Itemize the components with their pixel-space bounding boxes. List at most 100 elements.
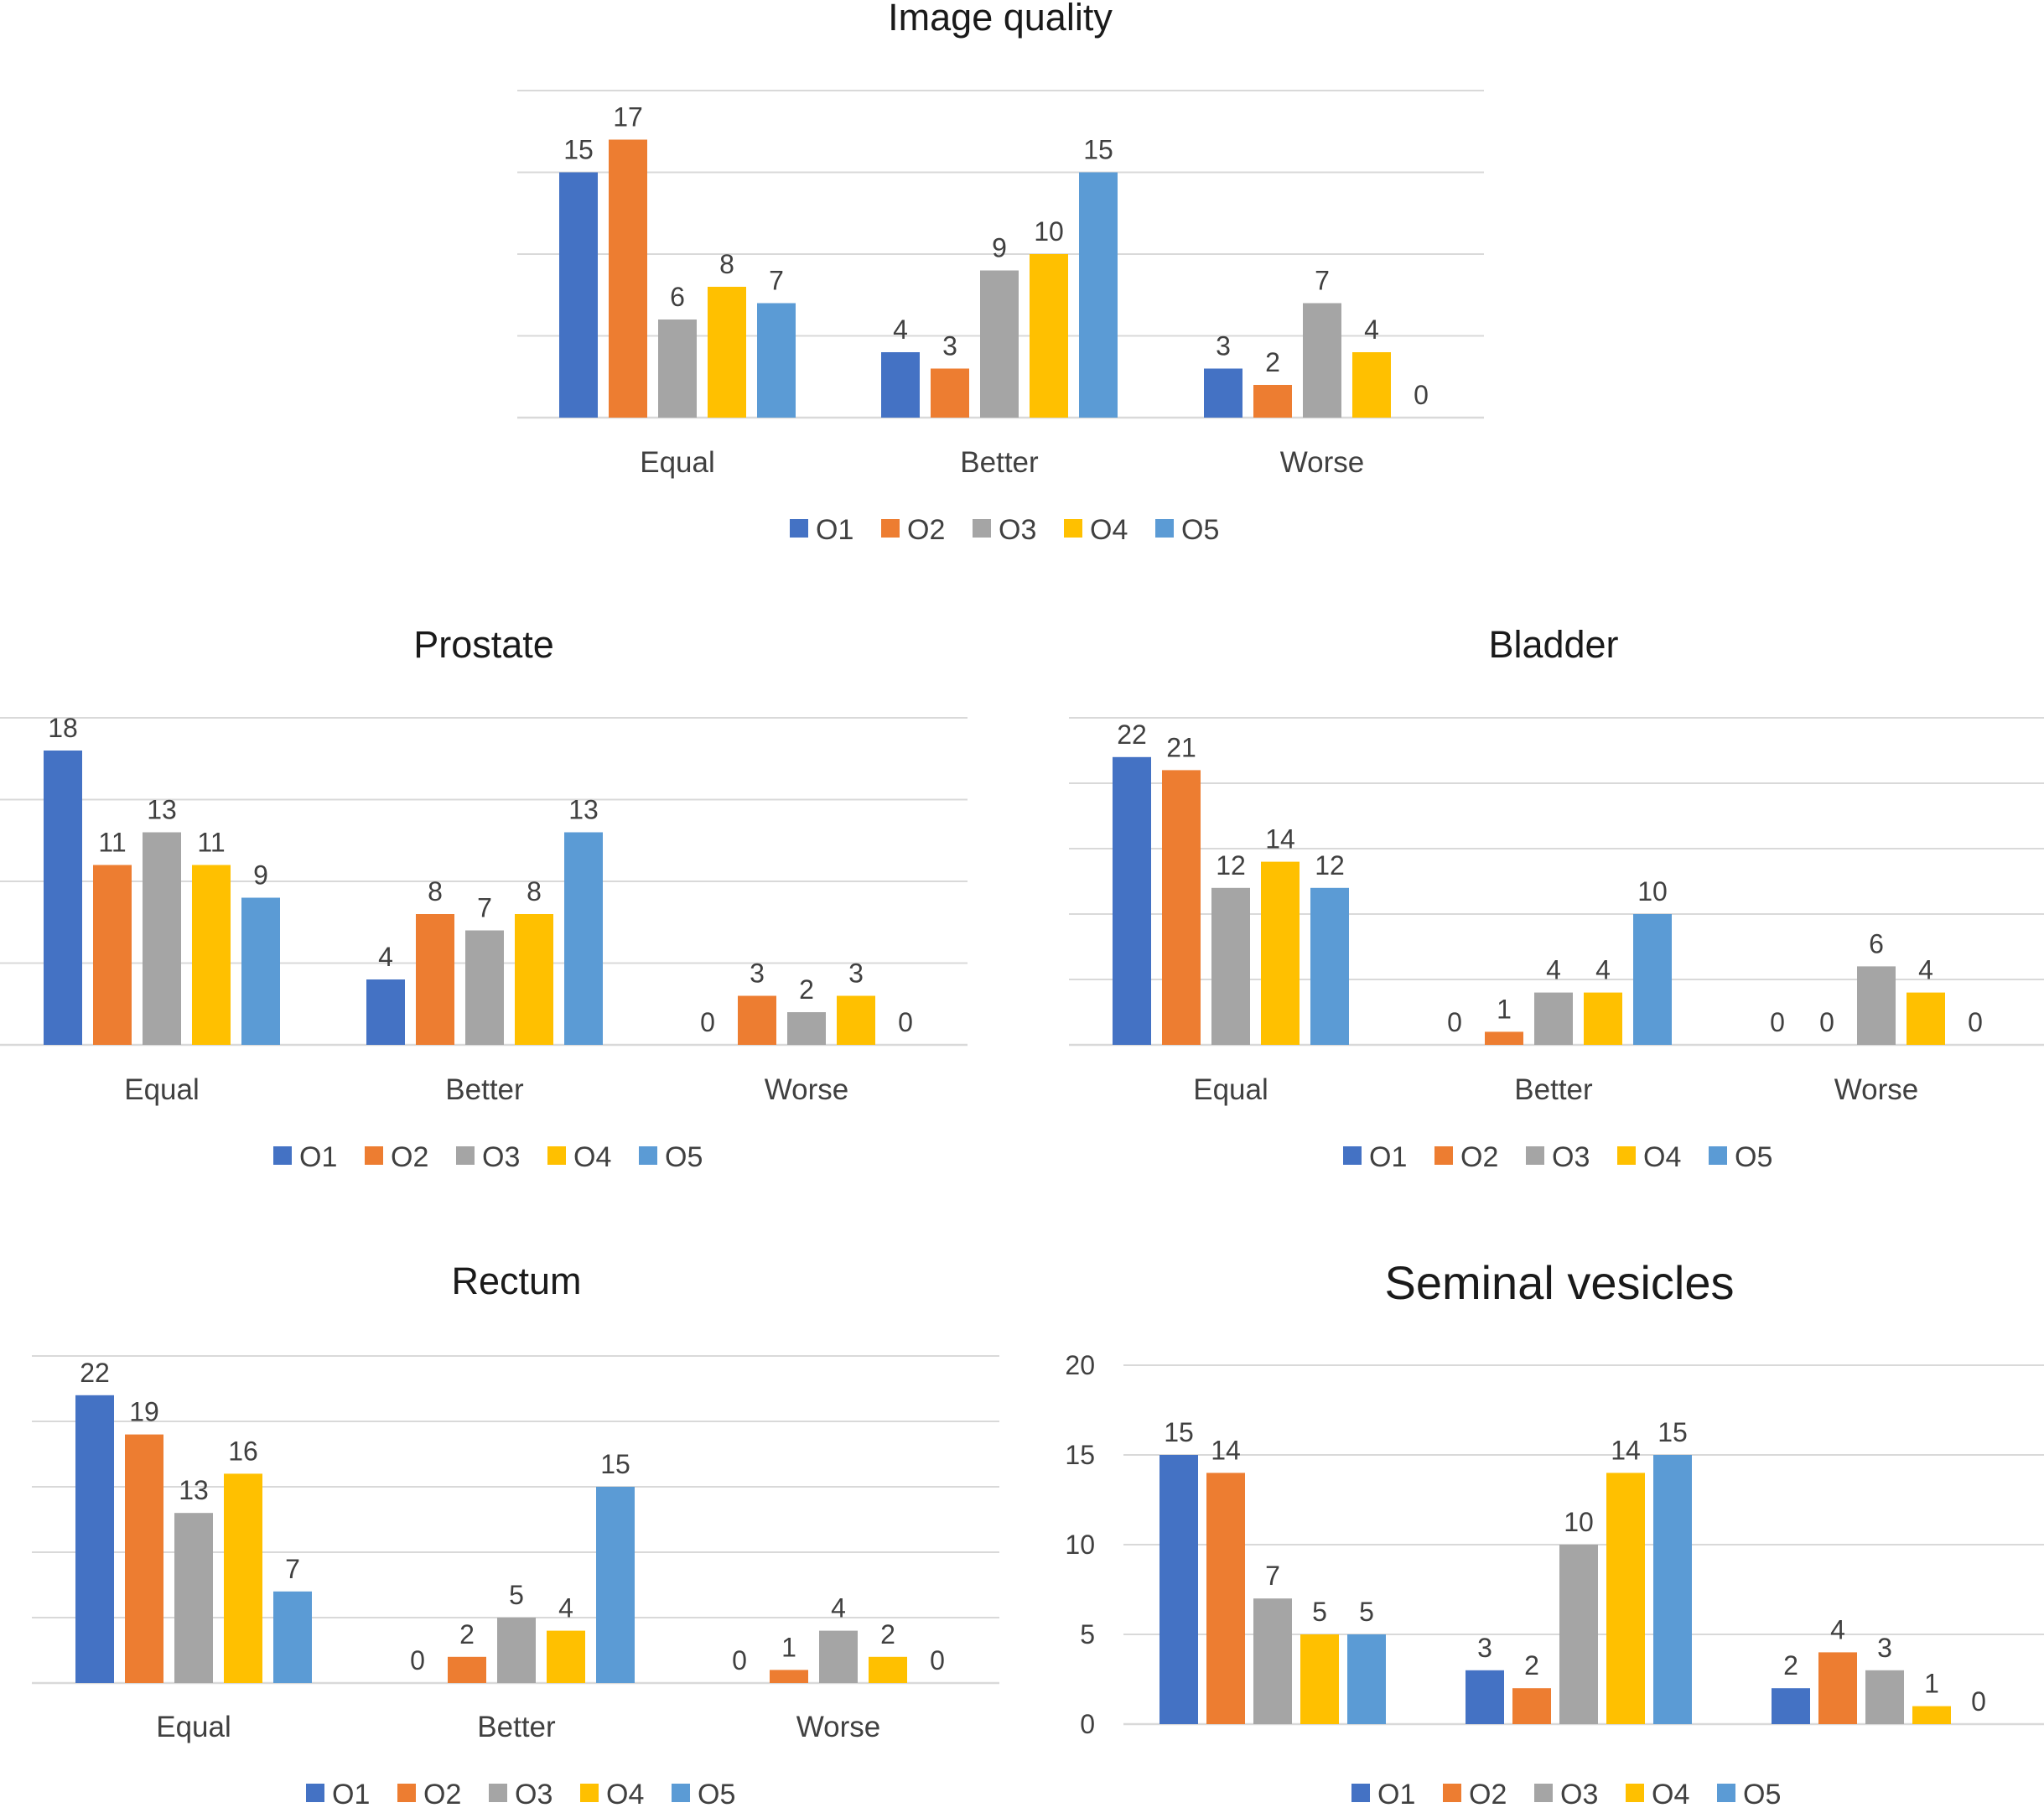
- legend-swatch-o1: [306, 1784, 324, 1802]
- bar-o5-better: [564, 832, 603, 1045]
- data-label: 2: [880, 1619, 895, 1649]
- bar-o5-equal: [757, 303, 796, 418]
- data-label: 0: [1447, 1007, 1462, 1037]
- legend-swatch-o5: [1709, 1146, 1727, 1165]
- data-label: 1: [1924, 1669, 1939, 1699]
- data-label: 1: [781, 1632, 796, 1662]
- data-label: 3: [1477, 1633, 1492, 1663]
- bar-o4-equal: [224, 1473, 262, 1683]
- bar-o4-group2: [1606, 1473, 1645, 1724]
- data-label: 15: [600, 1449, 630, 1479]
- category-label: Worse: [765, 1073, 849, 1106]
- data-label: 0: [1819, 1007, 1834, 1037]
- bar-o5-better: [1079, 172, 1118, 418]
- legend-label-o1: O1: [332, 1779, 370, 1810]
- data-label: 18: [48, 713, 78, 743]
- data-label: 15: [1658, 1417, 1688, 1447]
- bar-o1-equal: [559, 172, 598, 418]
- category-label: Better: [477, 1711, 556, 1743]
- data-label: 12: [1216, 850, 1246, 881]
- data-label: 16: [228, 1436, 258, 1466]
- data-label: 5: [1312, 1597, 1327, 1627]
- data-label: 14: [1211, 1435, 1241, 1465]
- bar-o5-better: [1633, 914, 1672, 1045]
- bar-o3-better: [497, 1618, 536, 1683]
- legend-swatch-o4: [1617, 1146, 1636, 1165]
- bar-o1-better: [881, 352, 920, 418]
- category-label: Better: [960, 446, 1039, 479]
- bar-o4-worse: [1907, 992, 1945, 1045]
- legend-swatch-o5: [639, 1146, 657, 1165]
- legend-label-o2: O2: [1469, 1779, 1507, 1810]
- legend-label-o2: O2: [907, 514, 945, 546]
- legend-swatch-o1: [273, 1146, 292, 1165]
- y-tick-label: 10: [1065, 1530, 1095, 1560]
- legend-label-o1: O1: [299, 1141, 337, 1173]
- legend-swatch-o4: [580, 1784, 599, 1802]
- data-label: 4: [1595, 955, 1611, 985]
- bar-o3-equal: [143, 832, 181, 1045]
- data-label: 1: [1497, 994, 1512, 1024]
- category-label: Equal: [156, 1711, 231, 1743]
- data-label: 2: [459, 1619, 475, 1649]
- bar-o2-equal: [125, 1434, 163, 1683]
- data-label: 15: [1083, 135, 1113, 165]
- legend-label-o4: O4: [1652, 1779, 1689, 1810]
- legend-label-o4: O4: [1643, 1141, 1681, 1173]
- data-label: 4: [378, 942, 393, 972]
- legend-swatch-o3: [1534, 1784, 1553, 1802]
- bar-o1-group3: [1772, 1688, 1810, 1724]
- data-label: 22: [1117, 719, 1147, 750]
- legend-label-o5: O5: [698, 1779, 735, 1810]
- data-label: 11: [98, 828, 126, 858]
- legend-swatch-o2: [881, 519, 900, 538]
- bar-o3-group3: [1865, 1670, 1904, 1724]
- legend-swatch-o3: [489, 1784, 507, 1802]
- data-label: 8: [428, 876, 443, 906]
- legend-swatch-o4: [547, 1146, 566, 1165]
- data-label: 3: [848, 958, 864, 989]
- chart-title: Bladder: [1488, 623, 1618, 666]
- data-label: 7: [1265, 1561, 1280, 1591]
- bar-o2-group2: [1512, 1688, 1551, 1724]
- bar-o3-worse: [1857, 966, 1896, 1045]
- data-label: 3: [942, 331, 957, 361]
- data-label: 19: [129, 1397, 159, 1427]
- data-label: 4: [1364, 314, 1379, 345]
- data-label: 4: [1830, 1614, 1845, 1644]
- bar-o5-equal: [1310, 887, 1349, 1045]
- bar-o2-worse: [738, 995, 776, 1045]
- legend-swatch-o5: [1155, 519, 1174, 538]
- category-label: Equal: [1193, 1073, 1268, 1106]
- bar-o3-worse: [1303, 303, 1341, 418]
- legend-swatch-o3: [1526, 1146, 1544, 1165]
- legend-swatch-o1: [1351, 1784, 1370, 1802]
- category-label: Equal: [124, 1073, 200, 1106]
- bar-o4-equal: [1261, 861, 1300, 1045]
- legend-label-o5: O5: [665, 1141, 703, 1173]
- data-label: 0: [410, 1645, 425, 1675]
- bar-o3-worse: [819, 1630, 858, 1683]
- data-label: 0: [898, 1007, 913, 1037]
- bar-o4-better: [515, 914, 553, 1045]
- legend-swatch-o3: [456, 1146, 475, 1165]
- legend-label-o1: O1: [1377, 1779, 1415, 1810]
- data-label: 0: [732, 1645, 747, 1675]
- data-label: 0: [1968, 1007, 1983, 1037]
- data-label: 9: [253, 860, 268, 891]
- bar-o2-group3: [1818, 1652, 1857, 1724]
- bar-o1-group2: [1466, 1670, 1504, 1724]
- data-label: 0: [700, 1007, 715, 1037]
- bar-o1-better: [366, 979, 405, 1045]
- legend: O1 O2 O3 O4 O5: [1351, 1779, 1781, 1810]
- bar-o3-group2: [1559, 1545, 1598, 1724]
- data-label: 0: [1414, 380, 1429, 410]
- data-label: 0: [1770, 1007, 1785, 1037]
- data-label: 15: [1164, 1417, 1194, 1447]
- data-label: 2: [799, 974, 814, 1005]
- chart-image-quality: Image quality 15 17 6 8 7 Equal 4 3 9 10 15 Better 3 2…: [517, 0, 1484, 546]
- data-label: 14: [1611, 1435, 1641, 1465]
- data-label: 6: [1869, 928, 1884, 958]
- data-label: 0: [1971, 1686, 1986, 1717]
- bar-o4-worse: [869, 1656, 907, 1683]
